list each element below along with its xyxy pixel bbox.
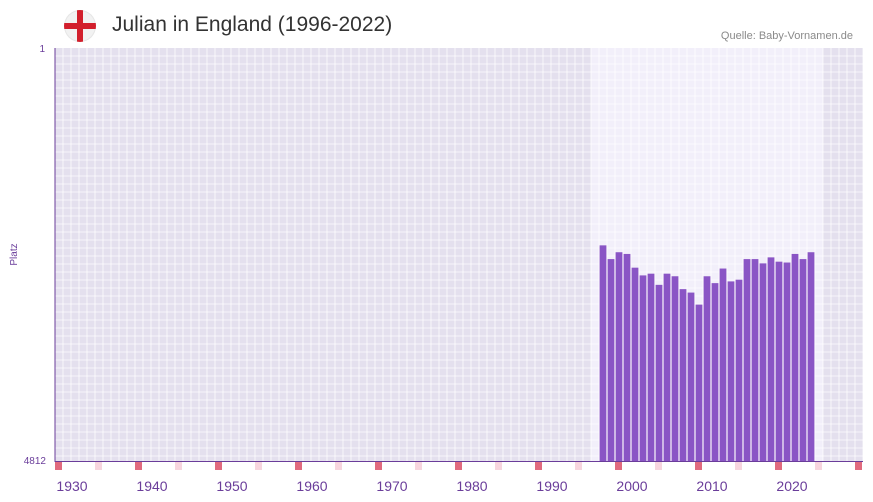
marker-1933 [95, 462, 102, 470]
bar-2016 [759, 263, 767, 461]
marker-1968 [375, 462, 382, 470]
bars [599, 245, 815, 461]
bar-2002 [647, 273, 655, 461]
x-tick-label-1940: 1940 [136, 478, 167, 494]
bar-2022 [807, 252, 815, 461]
bar-2018 [775, 261, 783, 461]
bar-1998 [615, 252, 623, 461]
marker-1993 [575, 462, 582, 470]
axes [54, 48, 863, 462]
bar-2019 [783, 262, 791, 461]
chart-header: Julian in England (1996-2022) Quelle: Ba… [0, 0, 873, 48]
bar-2021 [799, 259, 807, 461]
bar-2015 [751, 259, 759, 461]
marker-1983 [495, 462, 502, 470]
x-tick-label-2020: 2020 [776, 478, 807, 494]
bar-2020 [791, 253, 799, 461]
bar-2012 [727, 281, 735, 461]
marker-1973 [415, 462, 422, 470]
axis-labels: 1 4812 Platz 1930 1940 1950 1960 1970 1980 1990 20… [9, 44, 808, 494]
marker-2003 [655, 462, 662, 470]
chart-title: Julian in England (1996-2022) [112, 13, 393, 36]
marker-2013 [735, 462, 742, 470]
bar-1997 [607, 259, 615, 461]
marker-2008 [695, 462, 702, 470]
source-label: Quelle: Baby-Vornamen.de [720, 30, 853, 42]
bar-2010 [711, 283, 719, 461]
bar-2008 [695, 304, 703, 461]
marker-1938 [135, 462, 142, 470]
bar-2014 [743, 259, 751, 461]
bar-2003 [655, 284, 663, 461]
bar-1999 [623, 253, 631, 461]
bar-2000 [631, 267, 639, 461]
x-tick-label-2000: 2000 [616, 478, 647, 494]
x-tick-label-1980: 1980 [456, 478, 487, 494]
england-flag-icon [64, 10, 96, 42]
marker-1963 [335, 462, 342, 470]
bar-2011 [719, 268, 727, 461]
bar-2013 [735, 279, 743, 461]
bar-2017 [767, 257, 775, 461]
x-tick-label-1970: 1970 [376, 478, 407, 494]
marker-1988 [535, 462, 542, 470]
bar-2007 [687, 292, 695, 461]
y-tick-label-top: 1 [39, 44, 45, 55]
y-tick-label-bottom: 4812 [24, 456, 47, 467]
marker-1998 [615, 462, 622, 470]
bar-2005 [671, 276, 679, 461]
bar-2004 [663, 273, 671, 461]
marker-2023 [815, 462, 822, 470]
bar-1996 [599, 245, 607, 461]
marker-1953 [255, 462, 262, 470]
marker-1928 [55, 462, 62, 470]
marker-2018 [775, 462, 782, 470]
marker-1948 [215, 462, 222, 470]
marker-2028 [855, 462, 862, 470]
bar-2001 [639, 275, 647, 461]
y-axis-title: Platz [9, 243, 20, 265]
grid [54, 48, 864, 461]
bar-2009 [703, 276, 711, 461]
x-tick-label-1930: 1930 [56, 478, 87, 494]
x-tick-label-1950: 1950 [216, 478, 247, 494]
marker-1958 [295, 462, 302, 470]
x-tick-label-1960: 1960 [296, 478, 327, 494]
year-markers [55, 462, 862, 470]
marker-1978 [455, 462, 462, 470]
x-tick-label-2010: 2010 [696, 478, 727, 494]
x-tick-label-1990: 1990 [536, 478, 567, 494]
marker-1943 [175, 462, 182, 470]
bar-2006 [679, 289, 687, 461]
